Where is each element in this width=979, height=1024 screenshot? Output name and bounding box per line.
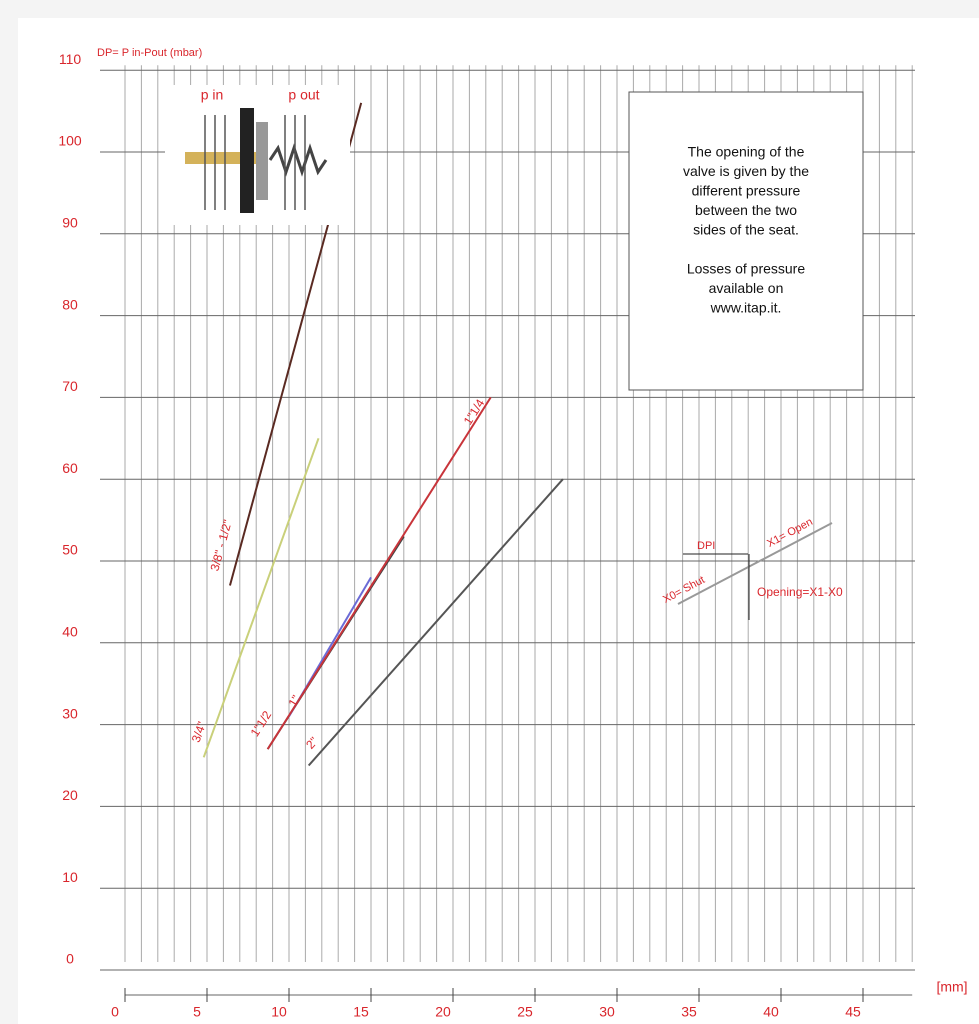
inset-label: p out bbox=[288, 87, 319, 103]
y-tick-label: 40 bbox=[62, 624, 78, 640]
series-label: 3/4" bbox=[189, 720, 209, 744]
y-tick-label: 80 bbox=[62, 296, 78, 312]
y-axis-label: DP= P in-Pout (mbar) bbox=[97, 47, 202, 59]
x-tick-label: 10 bbox=[271, 1004, 287, 1020]
y-tick-label: 30 bbox=[62, 705, 78, 721]
y-tick-label: 10 bbox=[62, 869, 78, 885]
note-line: Losses of pressure bbox=[687, 261, 805, 277]
series-line bbox=[202, 437, 320, 758]
note-line: valve is given by the bbox=[683, 163, 809, 179]
note-box bbox=[628, 91, 864, 391]
x-tick-label: 45 bbox=[845, 1004, 861, 1020]
note-line: available on bbox=[709, 280, 784, 296]
y-tick-label: 20 bbox=[62, 787, 78, 803]
x-tick-label: 40 bbox=[763, 1004, 779, 1020]
x-axis-label: [mm] bbox=[936, 979, 967, 995]
note-line: sides of the seat. bbox=[693, 222, 799, 238]
diagram-label: Opening=X1-X0 bbox=[757, 585, 843, 599]
series-line bbox=[307, 478, 564, 767]
x-tick-label: 35 bbox=[681, 1004, 697, 1020]
series-line bbox=[266, 396, 492, 750]
y-tick-label: 100 bbox=[58, 133, 82, 149]
valve-illustration bbox=[165, 85, 350, 225]
note-line: different pressure bbox=[692, 183, 801, 199]
x-tick-label: 25 bbox=[517, 1004, 533, 1020]
inset-label: p in bbox=[201, 87, 224, 103]
x-tick-label: 5 bbox=[193, 1004, 201, 1020]
y-tick-label: 90 bbox=[62, 215, 78, 231]
diagram-label: DPI bbox=[697, 540, 715, 552]
x-tick-label: 20 bbox=[435, 1004, 451, 1020]
note: The opening of the valve is given by the d… bbox=[683, 144, 809, 316]
legend-diagram bbox=[677, 522, 833, 620]
y-tick-label: 110 bbox=[59, 51, 82, 67]
y-tick-label: 50 bbox=[62, 542, 78, 558]
y-tick-label: 70 bbox=[62, 378, 78, 394]
x-tick-label: 30 bbox=[599, 1004, 615, 1020]
x-tick-label: 15 bbox=[353, 1004, 369, 1020]
y-tick-label: 0 bbox=[66, 951, 74, 967]
x-tick-label: 0 bbox=[111, 1004, 119, 1020]
note-line: www.itap.it. bbox=[710, 300, 782, 316]
y-tick-label: 60 bbox=[62, 460, 78, 476]
note-line: The opening of the bbox=[688, 144, 805, 160]
note-line: between the two bbox=[695, 202, 797, 218]
